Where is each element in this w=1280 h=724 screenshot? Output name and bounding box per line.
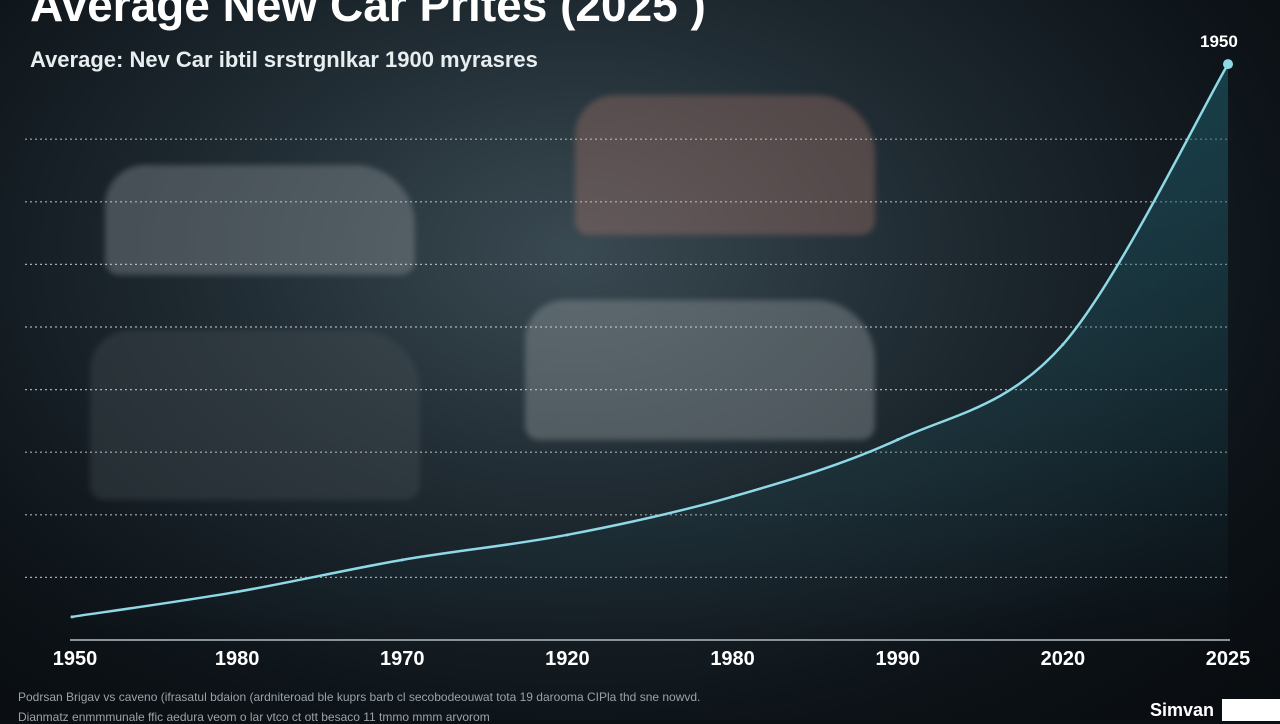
brand-logo: Simvan bbox=[1149, 699, 1280, 721]
x-tick-label: 1990 bbox=[875, 648, 920, 670]
car-photo-1 bbox=[105, 165, 415, 275]
x-tick-label: 2025 bbox=[1205, 648, 1251, 670]
data-point bbox=[400, 558, 404, 562]
x-tick-label: 2020 bbox=[1040, 648, 1086, 670]
series-line bbox=[71, 63, 1230, 619]
x-tick-label: 1980 bbox=[710, 648, 755, 670]
data-point bbox=[70, 615, 74, 619]
car-photo-4 bbox=[90, 330, 420, 500]
x-tick-label: 1970 bbox=[380, 648, 425, 670]
logo-text: Simvan bbox=[1149, 699, 1214, 720]
data-point bbox=[235, 590, 239, 594]
chart-title: Average New Car Prites (2025 ) bbox=[30, 0, 706, 31]
logo-mark bbox=[1222, 699, 1280, 721]
x-tick-label: 1950 bbox=[52, 648, 98, 670]
x-tick-label: 1920 bbox=[545, 648, 590, 670]
footer-note-1: Podrsan Brigav vs caveno (ifrasatul bdai… bbox=[18, 690, 701, 704]
data-point bbox=[565, 533, 569, 537]
footer-note-2: Dianmatz enmmmunale ffic aedura veom o l… bbox=[18, 710, 490, 724]
end-marker bbox=[1223, 59, 1233, 70]
data-point bbox=[896, 438, 900, 442]
chart-subtitle: Average: Nev Car ibtil srstrgnlkar 1900 … bbox=[30, 47, 538, 72]
data-point bbox=[1061, 343, 1065, 347]
x-tick-label: 1980 bbox=[214, 648, 260, 670]
area-fill bbox=[72, 64, 1228, 640]
data-point bbox=[731, 495, 735, 499]
car-photo-3 bbox=[525, 300, 875, 440]
end-data-label: 1950 bbox=[1200, 32, 1238, 51]
car-photo-2 bbox=[575, 95, 875, 235]
